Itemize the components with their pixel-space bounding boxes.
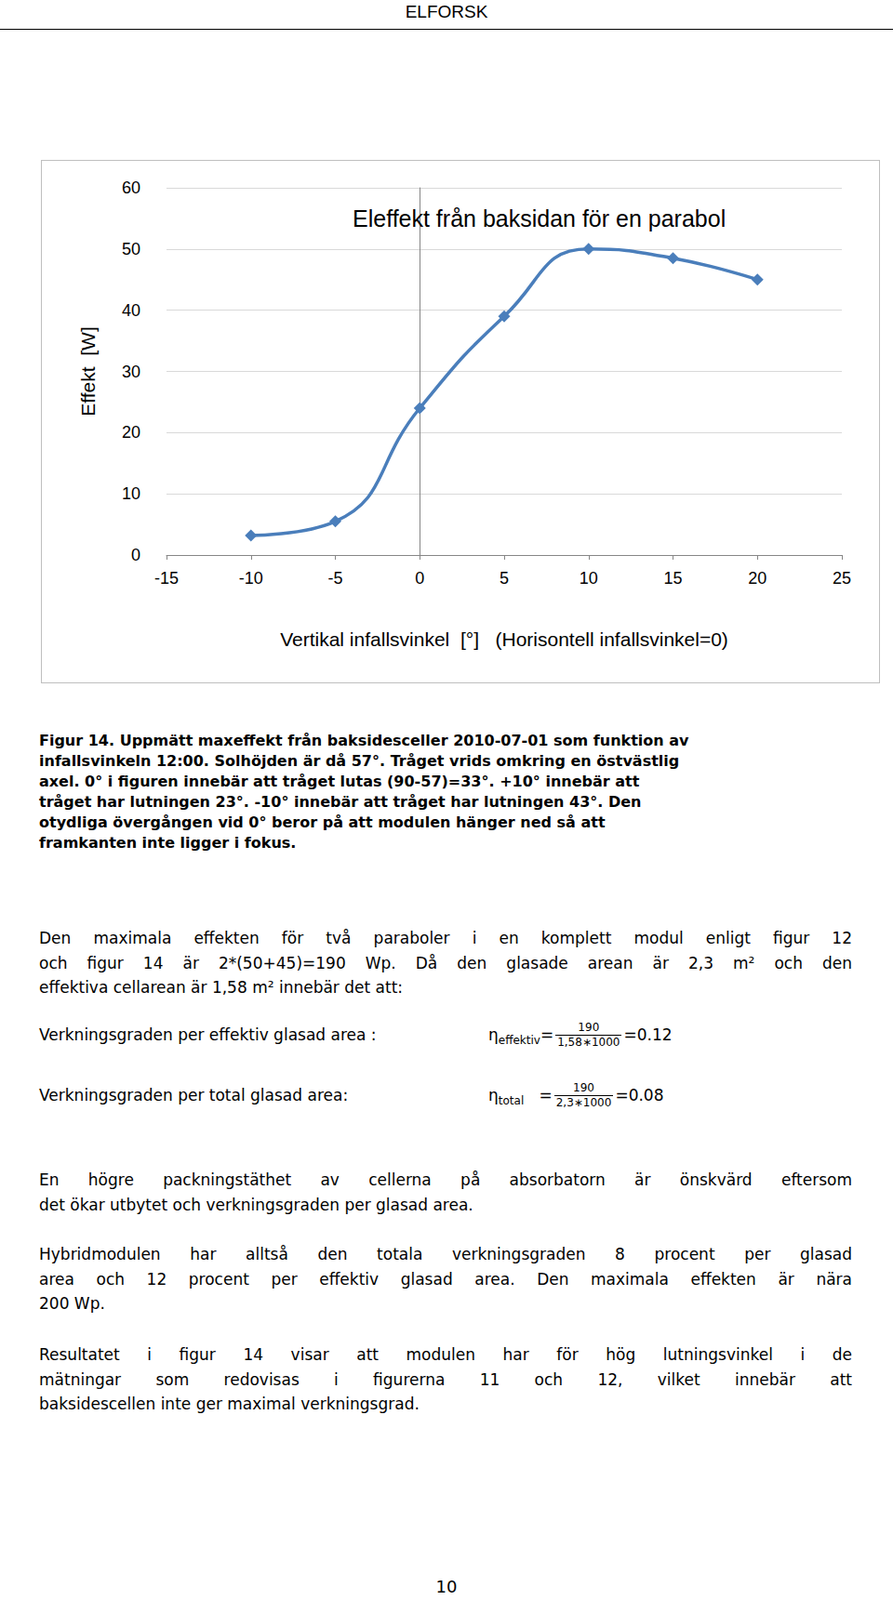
- html-text:190: 190: [573, 1081, 595, 1095]
- html-text:En högre packningstäthet av ce: En högre packningstäthet av cellerna på …: [39, 1171, 853, 1190]
- html-text:Resultatet i figur 14 visar at: Resultatet i figur 14 visar att modulen …: [39, 1346, 853, 1365]
- svg-text:20: 20: [747, 569, 767, 588]
- html-text:ηeffektiv=: ηeffektiv=: [488, 1025, 554, 1048]
- svg-text:Effekt [W]: Effekt [W]: [77, 326, 99, 416]
- html-text:Verkningsgraden per total glas: Verkningsgraden per total glasad area:: [39, 1086, 348, 1105]
- html-text:framkanten inte ligger i fokus: framkanten inte ligger i fokus.: [39, 834, 297, 853]
- html-text:2,3∗1000 =0.08: 2,3∗1000 =0.08: [555, 1086, 664, 1110]
- svg-text:15: 15: [663, 569, 682, 588]
- svg-text:Vertikal infallsvinkel [°]: Vertikal infallsvinkel [°] (Horisontell …: [279, 628, 729, 651]
- html-text:det ökar utbytet och verknings: det ökar utbytet och verkningsgraden per…: [39, 1195, 474, 1215]
- svg-text:5: 5: [499, 569, 509, 588]
- svg-text:-5: -5: [327, 569, 343, 588]
- html-text:ηtotal=: ηtotal=: [488, 1086, 553, 1108]
- html-text:Hybridmodulen har alltså den t: Hybridmodulen har alltså den totala verk…: [39, 1245, 853, 1265]
- html-text:infallsvinkeln 12:00. Solhöjde: infallsvinkeln 12:00. Solhöjden är då 57…: [39, 752, 680, 771]
- svg-text:10: 10: [121, 484, 141, 504]
- html-text:Den maximala effekten för två: Den maximala effekten för två paraboler …: [39, 929, 853, 948]
- svg-text:Eleffekt från baksidan för en: Eleffekt från baksidan för en parabol: [352, 205, 726, 232]
- html-text:otydliga övergången vid 0° ber: otydliga övergången vid 0° beror på att …: [39, 813, 606, 832]
- html-text:Verkningsgraden per effektiv g: Verkningsgraden per effektiv glasad area…: [39, 1025, 377, 1045]
- html-text:200 Wp.: 200 Wp.: [39, 1294, 106, 1314]
- svg-text:50: 50: [121, 239, 141, 259]
- svg-text:-10: -10: [239, 569, 264, 588]
- html-text:och figur 14 är 2*(50+45)=190: och figur 14 är 2*(50+45)=190 Wp. Då den…: [39, 953, 853, 973]
- svg-text:-15: -15: [154, 569, 179, 588]
- html-text:effektiva cellarean är 1,58 m²: effektiva cellarean är 1,58 m² innebär d…: [39, 978, 403, 998]
- html-text:mätningar som redovisas i figu: mätningar som redovisas i figurerna 11 o…: [39, 1370, 853, 1390]
- html-text:tråget har lutningen 23°. -10°: tråget har lutningen 23°. -10° innebär a…: [39, 793, 642, 812]
- html-text:1,58∗1000 =0.12: 1,58∗1000 =0.12: [557, 1025, 673, 1050]
- svg-text:30: 30: [121, 362, 141, 382]
- svg-text:25: 25: [832, 569, 852, 588]
- html-text:axel. 0° i figuren innebär att: axel. 0° i figuren innebär att tråget lu…: [39, 773, 640, 791]
- svg-text:60: 60: [121, 178, 141, 198]
- html-text:190: 190: [578, 1021, 600, 1035]
- html-text:area och 12 procent per effekt: area och 12 procent per effektiv glasad …: [39, 1270, 853, 1289]
- html-text:ELFORSK: ELFORSK: [405, 1, 488, 22]
- html-text:baksidescellen inte ger maxima: baksidescellen inte ger maximal verkning…: [39, 1395, 420, 1414]
- html-text:Figur 14. Uppmätt maxeffekt fr: Figur 14. Uppmätt maxeffekt från bakside…: [39, 732, 689, 750]
- svg-text:40: 40: [121, 301, 141, 320]
- html-text:10: 10: [435, 1577, 458, 1598]
- svg-text:0: 0: [414, 569, 425, 588]
- svg-text:20: 20: [121, 423, 141, 442]
- svg-text:10: 10: [579, 569, 599, 588]
- svg-text:0: 0: [131, 546, 141, 565]
